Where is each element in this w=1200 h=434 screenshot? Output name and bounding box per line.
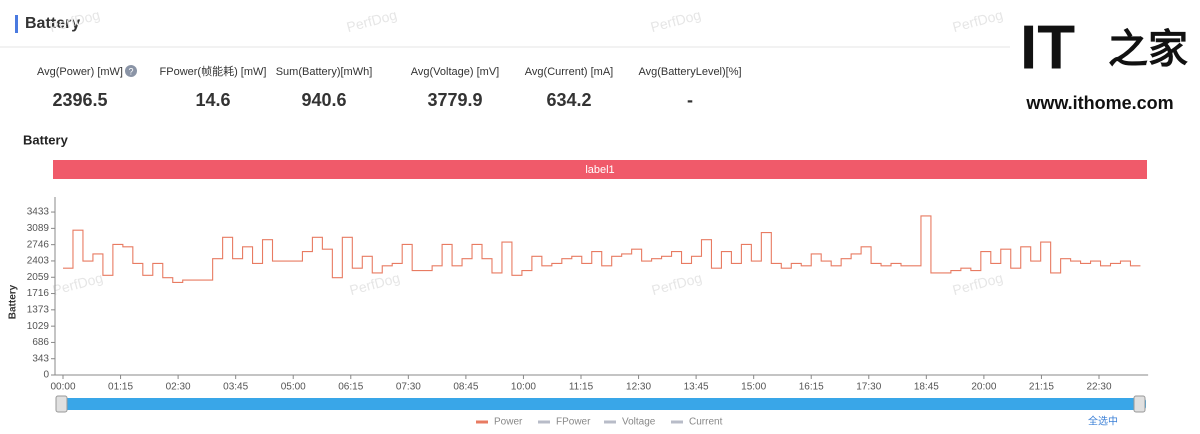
watermark: PerfDog	[649, 6, 703, 35]
stat-label: Avg(Power) [mW]	[37, 66, 123, 78]
x-tick-label: 08:45	[453, 382, 478, 393]
y-tick-label: 3433	[27, 207, 50, 218]
x-tick-label: 01:15	[108, 382, 133, 393]
stat-label: Avg(BatteryLevel)[%]	[638, 66, 741, 78]
stat-value: 3779.9	[427, 90, 482, 110]
logo-url: www.ithome.com	[1025, 93, 1173, 113]
header-accent	[15, 15, 18, 33]
x-tick-label: 00:00	[50, 382, 75, 393]
stat-value: 634.2	[546, 90, 591, 110]
x-tick-label: 02:30	[166, 382, 191, 393]
y-tick-label: 2746	[27, 239, 50, 250]
x-tick-label: 16:15	[799, 382, 824, 393]
y-tick-label: 0	[43, 370, 49, 381]
x-tick-label: 07:30	[396, 382, 421, 393]
x-tick-label: 15:00	[741, 382, 766, 393]
plot: 0 343 686 1029 1373 1716 2059 2403 2746 3089 3433 0…	[27, 197, 1149, 393]
watermark: PerfDog	[650, 269, 704, 298]
x-tick-label: 10:00	[511, 382, 536, 393]
x-tick-label: 05:00	[281, 382, 306, 393]
stat-label: Avg(Current) [mA]	[525, 66, 613, 78]
stat-value: -	[687, 90, 693, 110]
legend-label[interactable]: Power	[494, 417, 523, 428]
watermark: PerfDog	[348, 269, 402, 298]
band-label: label1	[585, 164, 614, 176]
stat-value: 940.6	[301, 90, 346, 110]
logo: IT 之家 www.ithome.com	[1020, 13, 1188, 112]
legend-label[interactable]: FPower	[556, 417, 591, 428]
slider-handle-left[interactable]	[55, 395, 68, 413]
logo-name: 之家	[1108, 28, 1188, 72]
watermark: PerfDog	[951, 269, 1005, 298]
y-tick-label: 686	[32, 337, 49, 348]
y-tick-label: 1029	[27, 321, 50, 332]
stat-value: 14.6	[195, 90, 230, 110]
stat-value: 2396.5	[52, 90, 107, 110]
y-tick-label: 1716	[27, 288, 50, 299]
x-tick-label: 13:45	[684, 382, 709, 393]
y-tick-label: 1373	[27, 304, 50, 315]
power-line	[63, 215, 1141, 283]
zoom-slider[interactable]	[58, 398, 1146, 410]
slider-handle-right[interactable]	[1133, 395, 1146, 413]
y-tick-label: 2059	[27, 272, 50, 283]
x-tick-label: 12:30	[626, 382, 651, 393]
help-icon-glyph: ?	[128, 66, 133, 76]
y-tick-label: 3089	[27, 223, 50, 234]
y-axis-label: Battery	[8, 284, 19, 319]
y-tick-label: 343	[32, 353, 49, 364]
x-tick-label: 20:00	[971, 382, 996, 393]
stat-label: Avg(Voltage) [mV]	[411, 66, 499, 78]
x-tick-label: 06:15	[338, 382, 363, 393]
legend-label[interactable]: Current	[689, 417, 723, 428]
x-tick-label: 17:30	[856, 382, 881, 393]
x-tick-label: 22:30	[1086, 382, 1111, 393]
stat-label: Sum(Battery)[mWh]	[276, 66, 373, 78]
x-tick-label: 21:15	[1029, 382, 1054, 393]
help-icon[interactable]	[125, 65, 137, 77]
watermark: PerfDog	[951, 6, 1005, 35]
x-tick-label: 11:15	[569, 382, 594, 393]
x-tick-label: 18:45	[914, 382, 939, 393]
x-tick-label: 03:45	[223, 382, 248, 393]
legend: Power FPower Voltage Current	[476, 417, 723, 428]
label-band	[53, 160, 1147, 179]
header-title: Battery	[25, 15, 80, 32]
watermark: PerfDog	[345, 6, 399, 35]
watermark: PerfDog	[51, 269, 105, 298]
stat-label: FPower(帧能耗) [mW]	[160, 64, 267, 78]
y-tick-label: 2403	[27, 256, 50, 267]
select-all[interactable]: 全选中	[1088, 415, 1118, 428]
stats: Avg(Power) [mW] 2396.5 FPower(帧能耗) [mW] 14.…	[37, 64, 742, 110]
legend-label[interactable]: Voltage	[622, 417, 656, 428]
logo-mark: IT	[1020, 13, 1075, 82]
chart-title: Battery	[23, 132, 69, 147]
